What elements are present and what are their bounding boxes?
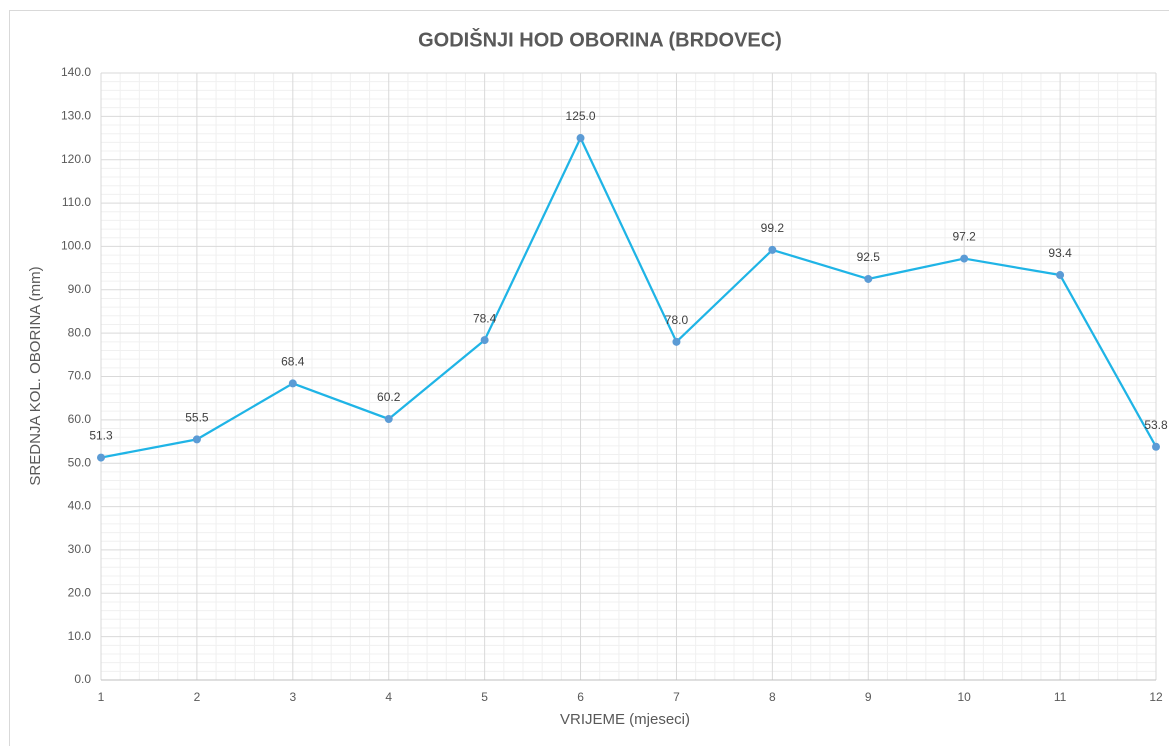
data-label: 125.0 [566,109,596,123]
data-label: 53.8 [1144,418,1168,432]
data-point [480,336,489,345]
data-label: 51.3 [89,429,113,443]
y-tick-label: 10.0 [68,629,92,643]
x-tick-label: 9 [865,690,872,704]
y-tick-label: 80.0 [68,325,92,339]
data-label: 60.2 [377,390,401,404]
x-axis-title: VRIJEME (mjeseci) [560,711,690,728]
data-point [192,435,201,444]
y-tick-label: 70.0 [68,369,92,383]
data-label: 78.4 [473,311,497,325]
y-tick-label: 60.0 [68,412,92,426]
data-point [672,337,681,346]
x-tick-label: 3 [289,690,296,704]
x-tick-label: 5 [481,690,488,704]
y-tick-label: 140.0 [61,65,91,79]
data-point [576,134,585,143]
data-point [384,414,393,423]
data-point [864,274,873,283]
data-label: 99.2 [761,221,785,235]
x-tick-label: 6 [577,690,584,704]
x-tick-label: 7 [673,690,680,704]
data-label: 92.5 [857,250,881,264]
y-tick-label: 0.0 [74,672,91,686]
data-point [960,254,969,263]
data-point [288,379,297,388]
y-tick-label: 40.0 [68,499,92,513]
x-tick-label: 2 [194,690,201,704]
y-tick-label: 110.0 [62,195,91,209]
series-line [100,136,1157,459]
data-label: 68.4 [281,355,305,369]
x-tick-label: 11 [1054,690,1067,704]
data-point [97,453,105,462]
chart-title: GODIŠNJI HOD OBORINA (BRDOVEC) [418,27,782,51]
y-tick-label: 100.0 [61,239,91,253]
x-tick-label: 4 [385,690,392,704]
data-point [1152,442,1160,451]
y-tick-label: 130.0 [61,109,91,123]
y-tick-label: 120.0 [61,152,91,166]
data-point [1056,271,1065,280]
y-axis-title: SREDNJA KOL. OBORINA (mm) [27,266,44,485]
x-tick-label: 10 [958,690,972,704]
y-tick-label: 30.0 [68,542,92,556]
y-tick-label: 50.0 [68,455,92,469]
data-label: 78.0 [665,313,689,327]
x-tick-label: 12 [1149,690,1163,704]
chart-frame [9,10,1169,746]
data-label: 97.2 [953,230,977,244]
y-tick-label: 20.0 [68,585,92,599]
data-point [768,245,777,254]
x-tick-label: 1 [98,690,105,704]
y-tick-label: 90.0 [68,282,92,296]
data-label: 93.4 [1048,246,1072,260]
x-tick-label: 8 [769,690,776,704]
data-label: 55.5 [185,411,209,425]
